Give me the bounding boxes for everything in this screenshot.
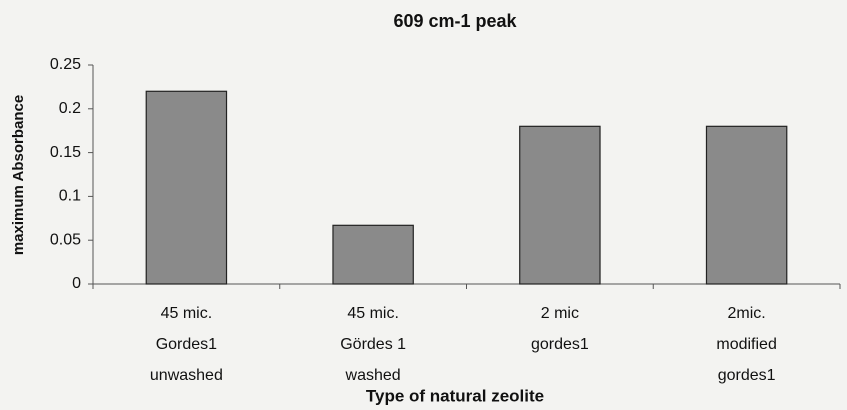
bar [332,224,414,285]
bar [145,90,228,285]
chart-title: 609 cm-1 peak [393,11,517,31]
x-tick-label: 2 mic gordes1 [531,305,589,353]
y-axis-label: maximum Absorbance [10,95,27,255]
x-tick-label: 45 mic. Gordes1 unwashed [150,305,223,384]
y-tick-label: 0.2 [59,100,81,117]
y-tick-label: 0 [72,275,81,292]
x-tick-label: 2mic. modified gordes1 [716,305,776,384]
y-tick-label: 0.1 [59,188,81,205]
y-tick-label: 0.25 [50,56,81,73]
bar [705,125,788,285]
x-tick-label: 45 mic. Gördes 1 washed [340,305,406,384]
y-tick-label: 0.15 [50,144,81,161]
y-tick-label: 0.05 [50,231,81,248]
bar [519,125,601,285]
x-axis-label: Type of natural zeolite [366,386,544,405]
